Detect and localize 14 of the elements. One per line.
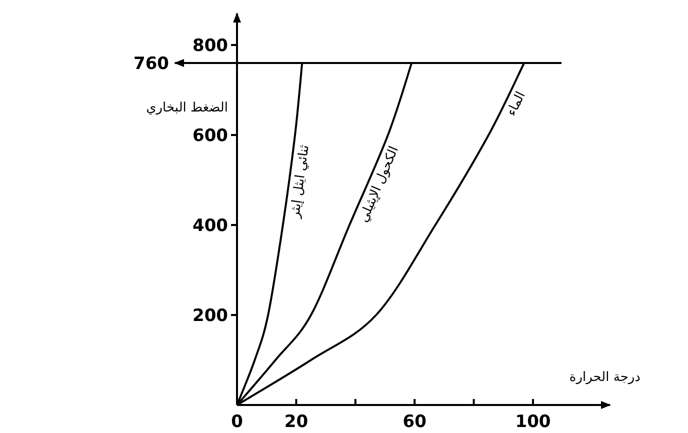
y-tick-label: 600 [192, 126, 228, 146]
x-tick-label: 60 [402, 412, 427, 432]
x-tick-label: 20 [284, 412, 308, 432]
text: الماء [504, 89, 529, 119]
text: الكحول الإيثيلي [356, 144, 402, 225]
y-tick-label: 200 [192, 306, 228, 326]
x-tick-label: 0 [231, 412, 244, 432]
x-tick-label: 100 [515, 412, 551, 432]
x-axis-title: درجة الحرارة [569, 370, 641, 385]
ref-line-label: 760 [134, 54, 170, 74]
y-axis-title: الضغط البخاري [146, 100, 228, 116]
y-tick-label: 400 [192, 216, 228, 236]
y-tick-label: 800 [192, 36, 228, 56]
text: ثنائي ايثل إيثر [288, 144, 313, 220]
